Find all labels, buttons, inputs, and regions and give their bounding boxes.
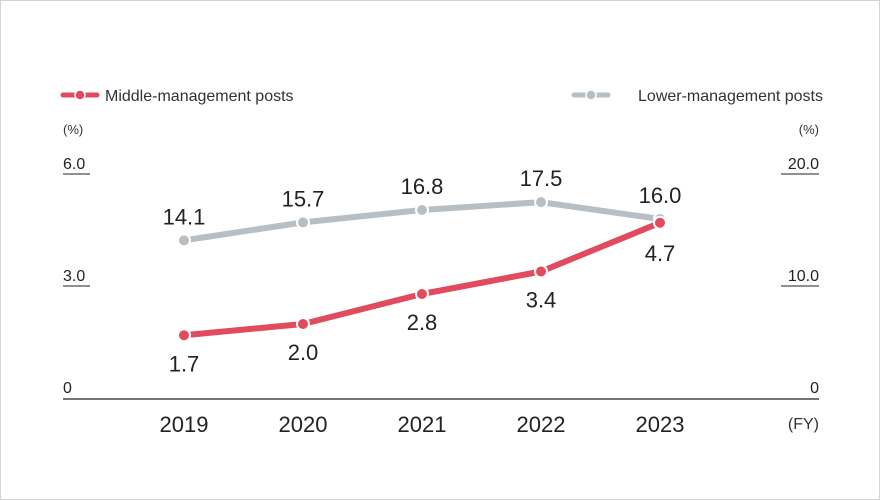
x-axis-unit: (FY) (788, 416, 819, 433)
y-right-tick-zero: 0 (810, 380, 819, 397)
x-tick-label: 2023 (636, 412, 685, 437)
legend-lower-label: Lower-management posts (638, 88, 823, 105)
y-right-tick-mid: 10.0 (788, 268, 819, 285)
middle-management-data-label: 2.8 (407, 310, 438, 335)
middle-management-point (296, 317, 310, 331)
lower-management-data-label: 14.1 (163, 204, 206, 229)
middle-management-point (534, 264, 548, 279)
lower-management-point (415, 203, 429, 217)
x-tick-label: 2021 (398, 412, 447, 437)
middle-management-data-label: 4.7 (645, 241, 676, 266)
x-tick-label: 2020 (279, 412, 328, 437)
middle-management-data-label: 2.0 (288, 340, 319, 365)
legend-middle-label: Middle-management posts (105, 88, 294, 105)
lower-management-data-label: 16.8 (401, 174, 444, 199)
y-left-tick-mid: 3.0 (63, 268, 85, 285)
middle-management-point (177, 328, 191, 343)
x-tick-label: 2019 (160, 412, 209, 437)
legend-lower-marker (585, 89, 597, 101)
middle-management-data-label: 1.7 (169, 351, 200, 376)
lower-management-data-label: 15.7 (282, 186, 325, 211)
y-left-tick-zero: 0 (63, 380, 72, 397)
category-labels: 2019 2020 2021 2022 2023 (160, 412, 685, 437)
lower-management-point (177, 233, 191, 248)
legend-middle-marker (74, 89, 86, 101)
series-layer: 14.1 15.7 16.8 17.5 16.0 1.7 2.0 2.8 3.4 4.7 (163, 166, 682, 376)
legend-lower: Lower-management posts (571, 88, 823, 105)
middle-management-point (415, 287, 429, 301)
y-right-unit: (%) (799, 122, 819, 137)
x-tick-label: 2022 (517, 412, 566, 437)
lower-management-point (534, 195, 548, 210)
y-left-tick-top: 6.0 (63, 156, 85, 173)
middle-management-data-label: 3.4 (526, 288, 557, 313)
y-right-tick-top: 20.0 (788, 156, 819, 173)
y-left-unit: (%) (63, 122, 83, 137)
legend-middle: Middle-management posts (60, 88, 294, 105)
lower-management-data-label: 16.0 (639, 183, 682, 208)
lower-management-point (296, 215, 310, 230)
lower-management-data-label: 17.5 (520, 166, 563, 191)
middle-management-point (653, 215, 667, 230)
